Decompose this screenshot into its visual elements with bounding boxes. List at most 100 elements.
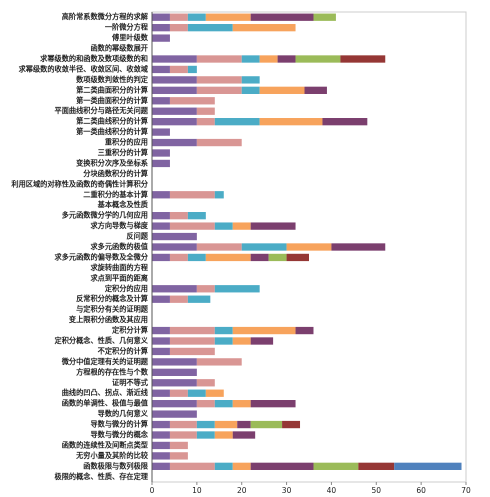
y-tick-label: 反问题 <box>126 232 148 241</box>
y-tick-label: 不定积分的计算 <box>98 346 148 355</box>
bar-segment <box>250 337 274 345</box>
bar-segment <box>282 420 301 429</box>
bar-segment <box>196 358 242 366</box>
x-tick-label: 0 <box>150 486 155 495</box>
y-tick-label: 三重积分的计算 <box>98 148 148 157</box>
y-tick-label: 求多元函数的极值 <box>90 242 148 251</box>
bar-segment <box>232 24 296 32</box>
y-tick-label: 求幂级数的收敛半径、收敛区间、收敛域 <box>19 64 149 73</box>
bar-segment <box>169 441 188 450</box>
bar-segment <box>196 431 215 439</box>
y-tick-label: 第一类曲线积分的计算 <box>76 127 148 136</box>
y-tick-label: 分块函数积分的计算 <box>83 169 148 178</box>
y-tick-label: 第二类曲线积分的计算 <box>76 117 148 126</box>
bar-segment <box>196 118 215 126</box>
bar-segment <box>241 86 260 94</box>
bar-segment <box>237 420 251 429</box>
bar-segment <box>232 462 251 470</box>
bar-segment <box>187 253 206 262</box>
bar-segment <box>152 379 197 387</box>
y-tick-label: 证明不等式 <box>112 378 149 387</box>
bar-segment <box>187 389 206 397</box>
bar-segment <box>277 55 296 63</box>
bar-segment <box>152 13 170 21</box>
bar-segment <box>214 431 233 439</box>
bar-segment <box>214 337 233 345</box>
bar-segment <box>169 462 215 470</box>
y-tick-label: 第一类曲面积分的计算 <box>76 96 148 105</box>
bar-segment <box>152 243 197 251</box>
bar-segment <box>187 212 206 220</box>
bar-segment <box>152 191 170 199</box>
bar-segment <box>259 118 323 126</box>
bar-segment <box>152 410 197 418</box>
y-tick-label: 反常积分的概念及计算 <box>76 294 148 303</box>
bar-segment <box>250 13 314 21</box>
y-tick-label: 与定积分有关的证明题 <box>76 305 149 314</box>
bar-segment <box>152 107 197 115</box>
y-tick-label: 导数的几何意义 <box>98 409 149 418</box>
y-tick-label: 高阶常系数微分方程的求解 <box>62 12 149 21</box>
x-tick-label: 70 <box>461 486 471 495</box>
bar-segment <box>286 253 309 262</box>
bar-segment <box>196 76 242 84</box>
bar-segment <box>214 222 233 230</box>
bar-segment <box>232 337 251 345</box>
bar-segment <box>169 65 188 74</box>
bar-segment <box>196 420 215 429</box>
y-tick-label: 求旋转曲面的方程 <box>90 263 148 272</box>
bar-segment <box>187 24 233 32</box>
bar-segment <box>152 118 197 126</box>
x-tick-label: 10 <box>192 486 202 495</box>
bar-segment <box>152 400 197 408</box>
bar-segment <box>241 243 287 251</box>
bar-segment <box>196 243 242 251</box>
y-tick-label: 微分中值定理有关的证明题 <box>61 357 149 366</box>
bar-segment <box>152 222 170 230</box>
bar-segment <box>169 222 215 230</box>
bar-segment <box>152 389 170 397</box>
bar-segment <box>169 431 197 439</box>
bar-segment <box>196 400 215 408</box>
bar-segment <box>232 222 251 230</box>
bar-segment <box>152 212 170 220</box>
bar-segment <box>196 55 242 63</box>
bar-segment <box>313 462 359 470</box>
bar-segment <box>169 13 188 21</box>
bar-segment <box>259 86 305 94</box>
bar-segment <box>152 285 197 293</box>
x-tick-label: 20 <box>237 486 247 495</box>
bar-segment <box>268 253 287 262</box>
bar-segment <box>250 400 296 408</box>
bar-segment <box>152 326 170 335</box>
bar-segment <box>152 295 170 303</box>
bar-segment <box>152 337 170 345</box>
bar-segment <box>250 253 269 262</box>
y-tick-label: 定积分的应用 <box>104 284 148 293</box>
y-tick-label: 数项级数判敛性的判定 <box>76 75 149 84</box>
bar-segment <box>152 149 170 157</box>
bar-segment <box>259 55 278 63</box>
y-tick-label: 平面曲线积分与路径无关问题 <box>55 106 149 115</box>
x-tick-label: 60 <box>416 486 426 495</box>
bar-segment <box>286 243 332 251</box>
bar-segment <box>214 191 224 199</box>
y-tick-label: 求方向导数与梯度 <box>90 221 148 230</box>
bar-segment <box>232 326 296 335</box>
y-tick-label: 导数与微分的计算 <box>90 420 148 429</box>
bar-segment <box>232 400 251 408</box>
bar-segment <box>169 452 188 460</box>
bar-segment <box>187 295 211 303</box>
bar-segment <box>152 452 170 460</box>
bar-segment <box>205 13 251 21</box>
y-tick-label: 一阶微分方程 <box>105 23 149 32</box>
y-tick-label: 利用区域的对称性及函数的奇偶性计算积分 <box>10 179 148 188</box>
bar-segment <box>169 253 188 262</box>
bar-segment <box>232 431 256 439</box>
y-tick-label: 第二类曲面积分的计算 <box>76 85 148 94</box>
bar-segment <box>340 55 386 63</box>
bar-segment <box>169 295 188 303</box>
bar-segment <box>169 97 215 105</box>
bar-segment <box>152 24 170 32</box>
